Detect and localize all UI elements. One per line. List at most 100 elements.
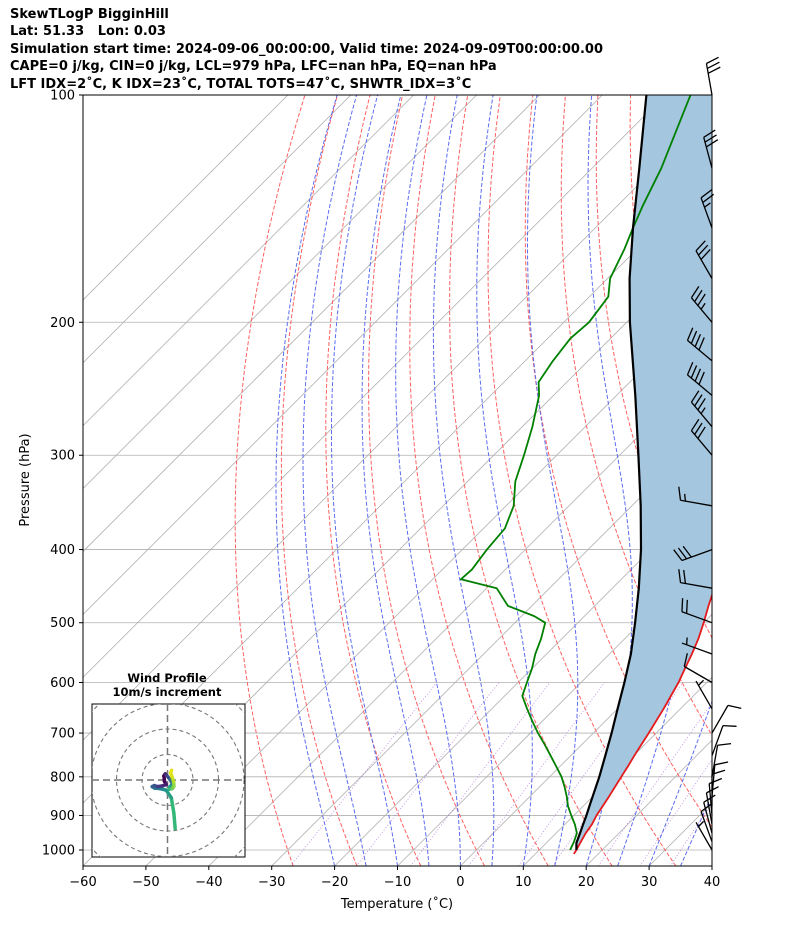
moist-adiabat [711,864,712,866]
barb-staff [681,642,713,655]
dry-adiabat [280,95,358,866]
wind-barb [708,777,723,816]
isotherm-line [397,550,712,866]
barb-flag [697,398,706,411]
barb-flag [690,418,700,432]
barb-flag [694,422,703,435]
x-tick-label: −50 [132,875,159,890]
moist-adiabat [302,95,367,866]
hodograph-title-block: Wind Profile 10m/s increment [98,671,236,699]
barb-half-flag [698,679,705,686]
hodograph-segment [168,768,174,775]
cin-shaded-area [576,95,712,850]
barb-staff [680,499,713,507]
barb-staff [695,250,713,279]
wind-barb [711,761,729,797]
barb-flag [707,66,721,74]
title-line: SkewTLogP BigginHill [10,7,169,22]
location-line: Lat: 51.33 Lon: 0.03 [10,24,166,40]
isotherm-line [83,95,352,364]
barb-flag [697,293,706,306]
barb-staff [705,792,713,825]
wind-barb [690,286,713,323]
wind-barb [711,724,737,756]
wind-barb [681,598,713,624]
y-axis-label: Pressure (hPa) [18,433,33,526]
isotherm-line [83,95,603,615]
barb-staff [681,611,713,624]
moist-adiabat [432,95,495,866]
barb-staff [687,339,713,362]
wind-barb [705,56,721,96]
mixing-ratio-line [468,682,605,866]
y-tick-label: 100 [50,89,75,104]
wind-barb [678,486,713,507]
barb-half-flag [684,493,687,502]
barb-staff [690,297,713,323]
y-tick-label: 200 [50,316,75,331]
barb-staff [695,680,713,710]
wind-barb [690,390,713,428]
mixing-ratio-line [410,682,551,866]
x-tick-label: 10 [515,875,532,890]
dry-adiabat [595,95,712,640]
barb-staff [700,197,713,229]
moist-adiabat [361,95,430,866]
barb-flag [703,129,716,138]
barb-flag [694,333,702,348]
isotherm-line [83,95,540,553]
dry-adiabat [728,95,794,866]
y-tick-label: 1000 [42,844,75,859]
wind-barb [695,679,713,710]
isotherm-line [83,95,477,490]
wind-barb [686,362,713,396]
barb-staff [711,745,719,777]
barb-flag [683,653,688,667]
moist-adiabat [648,699,712,866]
barb-flag [698,244,709,256]
barb-staff [690,401,713,428]
x-tick-label: −40 [195,875,222,890]
barb-flag [706,56,719,65]
barb-flag [690,390,700,403]
hodograph-title: Wind Profile [127,671,207,685]
barb-flag [727,704,742,710]
hodograph-subtitle: 10m/s increment [112,685,222,699]
barb-flag [698,371,705,385]
barb-flag [686,362,694,376]
x-tick-label: 20 [578,875,595,890]
indices-line-2: LFT IDX=2˚C, K IDX=23˚C, TOTAL TOTS=47˚C… [10,76,472,92]
barb-staff [683,665,713,684]
wind-barb [673,545,713,562]
wind-barb [695,820,713,851]
barb-flag [700,189,713,199]
isotherm-line [334,488,712,866]
barb-staff [687,374,713,396]
y-tick-label: 800 [50,770,75,785]
y-tick-label: 700 [50,727,75,742]
barb-staff [703,802,713,834]
barb-staff [711,764,716,797]
wind-barb [703,129,719,169]
x-tick-label: 0 [456,875,464,890]
y-tick-label: 300 [50,449,75,464]
barb-flag [722,724,737,727]
dry-adiabat [234,95,306,866]
chart-header: SkewTLogP BigginHill Lat: 51.33 Lon: 0.03… [10,6,603,93]
barb-flag [690,365,698,379]
moist-adiabat [527,95,579,866]
y-tick-label: 500 [50,616,75,631]
barb-flag [690,330,698,344]
isotherm-line [145,299,712,866]
barb-flag [673,549,683,561]
wind-barb [711,742,732,777]
x-tick-label: 30 [641,875,658,890]
moist-adiabat [331,95,398,866]
hodograph-segment [169,796,176,815]
barb-staff [690,430,713,456]
barb-flag [702,193,715,204]
isotherm-line [83,95,289,301]
barb-flag [683,569,687,584]
barb-flag [700,802,713,813]
